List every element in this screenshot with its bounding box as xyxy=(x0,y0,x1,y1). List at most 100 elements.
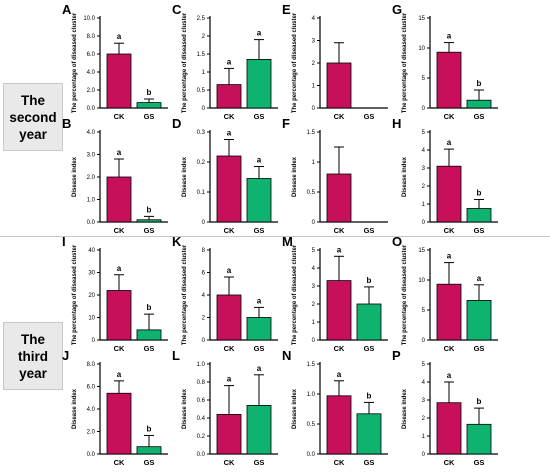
y-tick-label: 1.5 xyxy=(197,52,206,58)
y-tick-label: 10 xyxy=(418,278,425,284)
x-tick-label: GS xyxy=(254,458,265,467)
x-tick-label: CK xyxy=(444,112,455,121)
x-tick-label: CK xyxy=(444,344,455,353)
y-tick-label: 8 xyxy=(202,248,206,254)
y-axis-label: Disease index xyxy=(292,388,298,429)
y-tick-label: 0.0 xyxy=(307,452,316,458)
bar-gs xyxy=(356,413,382,455)
x-tick-label: GS xyxy=(144,226,155,235)
y-tick-label: 1.0 xyxy=(307,392,316,398)
y-tick-label: 1.5 xyxy=(307,362,316,368)
significance-letter: b xyxy=(147,205,152,214)
x-tick-label: CK xyxy=(444,226,455,235)
y-tick-label: 1 xyxy=(422,434,426,440)
y-tick-label: 0 xyxy=(422,220,426,226)
year-label-second: The second year xyxy=(3,83,63,151)
bar-ck xyxy=(436,51,462,109)
y-tick-label: 8.0 xyxy=(87,362,96,368)
y-axis-label: The percentage of diseased cluster xyxy=(182,12,188,113)
panel-letter: C xyxy=(172,2,182,17)
significance-letter: a xyxy=(227,266,232,275)
y-tick-label: 40 xyxy=(88,248,95,254)
x-tick-label: GS xyxy=(474,112,485,121)
y-tick-label: 4 xyxy=(422,148,426,154)
y-tick-label: 5 xyxy=(422,130,426,136)
significance-letter: b xyxy=(147,303,152,312)
y-tick-label: 0.1 xyxy=(197,190,206,196)
panel-letter: F xyxy=(282,116,290,131)
y-tick-label: 1 xyxy=(422,202,426,208)
significance-letter: a xyxy=(257,29,262,38)
bar-ck xyxy=(436,283,462,341)
y-tick-label: 2 xyxy=(202,34,206,40)
bar-ck xyxy=(106,392,132,455)
x-tick-label: GS xyxy=(144,344,155,353)
y-tick-label: 1 xyxy=(202,70,206,76)
y-tick-label: 5 xyxy=(422,76,426,82)
panel-letter: H xyxy=(392,116,401,131)
x-tick-label: CK xyxy=(444,458,455,467)
y-tick-label: 4 xyxy=(312,266,316,272)
bar-ck xyxy=(326,395,352,455)
y-tick-label: 2.0 xyxy=(87,430,96,436)
bar-gs xyxy=(246,59,272,109)
panel-letter: L xyxy=(172,348,180,363)
y-axis-label: Disease index xyxy=(72,388,78,429)
y-tick-label: 2 xyxy=(422,184,426,190)
bar-gs xyxy=(466,99,492,109)
y-axis-label: Disease index xyxy=(72,156,78,197)
y-tick-label: 30 xyxy=(88,271,95,277)
y-axis-label: The percentage of diseased cluster xyxy=(292,12,298,113)
y-tick-label: 0.0 xyxy=(87,106,96,112)
panel-letter: J xyxy=(62,348,69,363)
y-tick-label: 1.5 xyxy=(307,130,316,136)
section-divider xyxy=(0,236,550,237)
y-tick-label: 0.8 xyxy=(197,380,206,386)
year-label-line: The xyxy=(20,92,45,108)
x-tick-label: CK xyxy=(224,344,235,353)
y-tick-label: 0 xyxy=(422,106,426,112)
y-tick-label: 10.0 xyxy=(83,16,95,22)
y-axis-label: Disease index xyxy=(402,388,408,429)
bar-ck xyxy=(326,62,352,109)
significance-letter: a xyxy=(477,274,482,283)
y-tick-label: 4 xyxy=(312,16,316,22)
y-axis-label: The percentage of diseased cluster xyxy=(72,12,78,113)
x-tick-label: CK xyxy=(114,344,125,353)
significance-letter: b xyxy=(477,189,482,198)
y-tick-label: 1 xyxy=(312,84,316,90)
x-tick-label: CK xyxy=(224,112,235,121)
x-tick-label: GS xyxy=(364,112,375,121)
bar-ck xyxy=(436,165,462,223)
x-tick-label: GS xyxy=(474,458,485,467)
y-tick-label: 3.0 xyxy=(87,153,96,159)
x-tick-label: GS xyxy=(254,112,265,121)
x-tick-label: GS xyxy=(144,458,155,467)
y-tick-label: 6.0 xyxy=(87,52,96,58)
x-tick-label: GS xyxy=(254,344,265,353)
bar-ck xyxy=(326,280,352,341)
year-label-line: year xyxy=(19,126,47,142)
y-axis-label: The percentage of diseased cluster xyxy=(402,244,408,345)
y-tick-label: 0 xyxy=(422,452,426,458)
x-tick-label: GS xyxy=(254,226,265,235)
panel-letter: K xyxy=(172,234,182,249)
y-axis-label: The percentage of diseased cluster xyxy=(182,244,188,345)
x-tick-label: GS xyxy=(474,344,485,353)
bar-ck xyxy=(436,402,462,455)
y-tick-label: 6.0 xyxy=(87,385,96,391)
y-tick-label: 0.2 xyxy=(197,434,206,440)
bar-gs xyxy=(466,423,492,455)
bar-gs xyxy=(466,208,492,223)
bar-gs xyxy=(246,317,272,341)
y-tick-label: 1 xyxy=(312,320,316,326)
y-tick-label: 0 xyxy=(312,106,316,112)
significance-letter: a xyxy=(337,370,342,379)
y-tick-label: 0.0 xyxy=(197,452,206,458)
panel-letter: A xyxy=(62,2,72,17)
year-label-third: The third year xyxy=(3,322,63,390)
x-tick-label: CK xyxy=(334,344,345,353)
y-tick-label: 1 xyxy=(312,160,316,166)
significance-letter: a xyxy=(227,375,232,384)
